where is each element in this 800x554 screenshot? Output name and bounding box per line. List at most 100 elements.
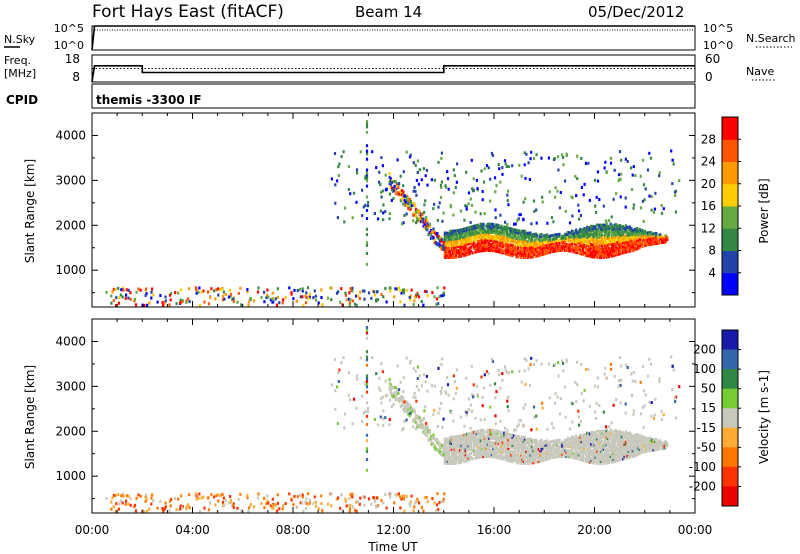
velocity-cell-957 bbox=[566, 437, 569, 440]
power-cell-1468 bbox=[623, 226, 626, 230]
power-cell-252 bbox=[472, 238, 475, 242]
velocity-cell-723 bbox=[529, 461, 532, 465]
power-cell-2034 bbox=[530, 150, 533, 154]
power-cell-1222 bbox=[598, 231, 601, 235]
power-cell-798 bbox=[539, 243, 542, 247]
power-cell-2335 bbox=[221, 298, 225, 302]
power-cell-1561 bbox=[635, 235, 638, 239]
power-cell-546 bbox=[507, 247, 510, 250]
power-cell-2273 bbox=[327, 296, 330, 300]
power-cell-1680 bbox=[663, 240, 666, 244]
power-cell-720 bbox=[528, 235, 531, 239]
power-cell-621 bbox=[515, 230, 518, 234]
velocity-cell-48 bbox=[449, 462, 452, 466]
velocity-cell-471 bbox=[497, 440, 500, 444]
power-cell-2393 bbox=[174, 291, 177, 295]
power-cell-1728 bbox=[399, 191, 402, 195]
velocity-cell-1484 bbox=[626, 450, 629, 454]
velocity-cell-1176 bbox=[594, 447, 597, 451]
power-cell-692 bbox=[525, 254, 528, 257]
power-cell-1896 bbox=[489, 177, 492, 181]
power-cell-589 bbox=[511, 229, 514, 233]
velocity-cell-2336 bbox=[133, 503, 137, 507]
power-cell-9 bbox=[443, 237, 446, 241]
velocity-cell-164 bbox=[461, 438, 464, 441]
power-cell-2429 bbox=[232, 300, 235, 303]
power-cell-1338 bbox=[611, 250, 614, 254]
power-cell-2122 bbox=[459, 209, 462, 213]
power-cell-1935 bbox=[607, 219, 611, 223]
power-cell-921 bbox=[559, 236, 562, 240]
velocity-cell-2390 bbox=[267, 501, 270, 505]
power-cell-602 bbox=[514, 252, 517, 256]
power-cell-592 bbox=[512, 250, 515, 254]
power-cell-133 bbox=[459, 250, 462, 254]
power-cell-36 bbox=[447, 256, 451, 259]
power-cell-2172 bbox=[444, 184, 447, 188]
velocity-cell-476 bbox=[499, 456, 502, 460]
velocity-cell-238 bbox=[470, 435, 473, 439]
velocity-cell-1150 bbox=[591, 445, 594, 449]
velocity-cell-58 bbox=[449, 435, 452, 439]
power-cell-855 bbox=[547, 237, 550, 240]
velocity-cell-1372 bbox=[613, 445, 616, 449]
power-cell-820 bbox=[541, 240, 545, 244]
velocity-cell-208 bbox=[467, 454, 470, 458]
velocity-cell-1128 bbox=[588, 434, 591, 438]
power-cell-1416 bbox=[617, 230, 621, 234]
power-cell-771 bbox=[535, 242, 538, 246]
power-cell-1033 bbox=[579, 250, 582, 253]
power-cell-2185 bbox=[253, 299, 256, 303]
power-cell-747 bbox=[532, 253, 535, 257]
power-cell-2138 bbox=[642, 183, 646, 187]
velocity-cell-2064 bbox=[425, 374, 428, 378]
power-cell-2436 bbox=[185, 301, 188, 304]
velocity-cell-2309 bbox=[321, 509, 324, 512]
velocity-cell-2270 bbox=[271, 506, 274, 510]
power-cell-755 bbox=[532, 233, 535, 237]
power-cell-714 bbox=[528, 251, 531, 255]
power-cell-937 bbox=[564, 242, 567, 246]
velocity-cell-1697 bbox=[391, 394, 394, 398]
velocity-cell-973 bbox=[569, 437, 572, 441]
power-cell-1711 bbox=[394, 190, 397, 194]
power-cell-1114 bbox=[587, 226, 590, 230]
velocity-cell-2009 bbox=[415, 399, 418, 403]
power-cell-630 bbox=[517, 237, 520, 241]
velocity-cell-794 bbox=[539, 457, 542, 461]
velocity-cell-828 bbox=[543, 444, 546, 448]
velocity-cell-924 bbox=[561, 450, 564, 454]
power-cell-1435 bbox=[620, 245, 623, 249]
velocity-cell-886 bbox=[554, 455, 557, 459]
power-cell-4 bbox=[443, 247, 446, 251]
velocity-cell-1266 bbox=[602, 429, 605, 433]
power-cell-1856 bbox=[440, 239, 443, 242]
power-cell-1624 bbox=[648, 243, 651, 247]
power-cell-400 bbox=[489, 228, 492, 232]
power-cell-1278 bbox=[604, 227, 607, 231]
power-cell-1217 bbox=[598, 243, 601, 247]
power-cell-1545 bbox=[634, 247, 637, 251]
power-cell-17 bbox=[445, 247, 448, 251]
velocity-cell-1715 bbox=[396, 389, 399, 393]
power-cell-237 bbox=[470, 231, 473, 235]
power-cell-1282 bbox=[605, 253, 608, 257]
power-cell-2041 bbox=[571, 214, 574, 218]
power-cell-833 bbox=[544, 247, 547, 251]
power-cell-473 bbox=[497, 230, 500, 234]
velocity-cell-980 bbox=[570, 439, 574, 443]
velocity-cell-719 bbox=[528, 443, 531, 447]
power-cell-892 bbox=[554, 235, 557, 239]
velocity-cell-2184 bbox=[400, 428, 404, 432]
power-cell-838 bbox=[544, 235, 547, 239]
velocity-cell-1988 bbox=[493, 382, 497, 386]
power-cell-2167 bbox=[557, 168, 560, 172]
power-cell-290 bbox=[476, 235, 480, 239]
velocity-cell-1941 bbox=[634, 380, 637, 383]
power-cell-1650 bbox=[653, 242, 656, 246]
power-cell-700 bbox=[525, 231, 528, 235]
power-cell-295 bbox=[478, 249, 481, 253]
power-cell-1158 bbox=[593, 253, 596, 257]
velocity-cell-1810 bbox=[426, 434, 429, 438]
velocity-cell-1144 bbox=[591, 459, 594, 463]
